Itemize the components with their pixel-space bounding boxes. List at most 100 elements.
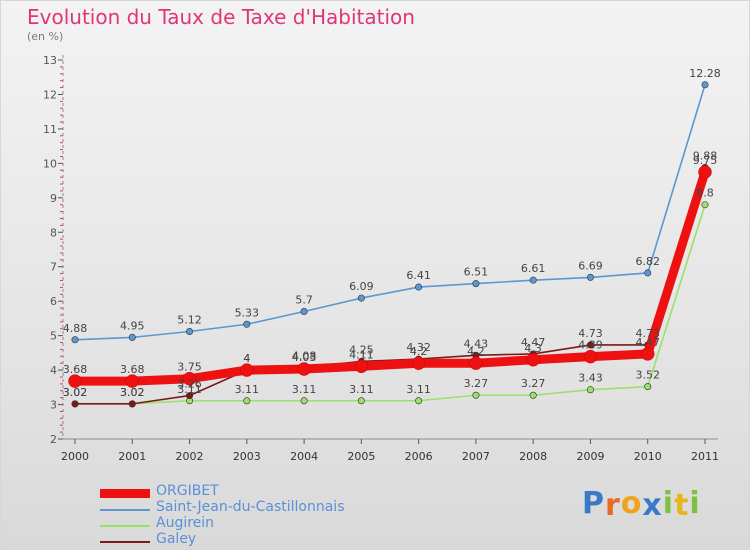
data-label-augirein: 8.8 [696,187,714,200]
series-line-orgibet [70,167,710,386]
data-point-galey [186,392,194,400]
data-point-orgibet [640,347,655,361]
data-label-augirein: 3.11 [349,383,374,396]
data-label-saint-jean-du-castillonnais: 6.09 [349,280,374,293]
data-label-galey: 3.02 [63,386,88,399]
data-label-galey: 4.47 [521,336,546,349]
data-label-saint-jean-du-castillonnais: 4.95 [120,319,145,332]
data-point-saint-jean-du-castillonnais [472,280,480,288]
data-point-orgibet [411,356,426,370]
legend-label: Saint-Jean-du-Castillonnais [156,499,345,515]
data-label-galey: 9.88 [693,149,718,162]
data-point-augirein [586,386,594,394]
x-tick-label: 2010 [634,450,662,463]
data-label-orgibet: 3.68 [63,363,88,376]
series-line-augirein [74,203,706,405]
x-tick-label: 2006 [405,450,433,463]
legend-label: ORGIBET [156,483,219,499]
data-label-orgibet: 4.3 [524,342,542,355]
data-point-orgibet [469,356,483,370]
y-tick-label: 7 [50,261,57,274]
data-label-orgibet: 4.11 [349,348,374,361]
data-label-saint-jean-du-castillonnais: 5.33 [235,306,260,319]
data-label-saint-jean-du-castillonnais: 6.82 [635,255,660,268]
data-label-augirein: 3.11 [406,383,431,396]
data-label-saint-jean-du-castillonnais: 6.41 [406,269,431,282]
data-label-galey: 3.02 [120,386,145,399]
data-point-orgibet [583,349,598,364]
data-label-orgibet: 3.68 [120,363,145,376]
data-point-augirein [472,391,480,399]
data-label-galey: 4.08 [292,349,317,362]
series-line-saint-jean-du-castillonnais [74,84,706,341]
chart-series [68,81,712,408]
y-tick-label: 13 [43,54,57,67]
data-point-saint-jean-du-castillonnais [300,308,308,316]
x-tick-label: 2007 [462,450,490,463]
legend-swatch [100,525,150,527]
proxiti-logo: Proxiti [582,486,701,523]
data-point-orgibet [125,374,140,388]
x-tick-label: 2005 [347,450,375,463]
data-point-galey [71,400,79,408]
data-label-augirein: 3.11 [235,383,260,396]
data-label-saint-jean-du-castillonnais: 12.28 [689,67,721,80]
x-tick-label: 2003 [233,450,261,463]
y-tick-label: 5 [50,330,57,343]
chart-title: Evolution du Taux de Taxe d'Habitation [27,5,415,29]
data-point-augirein [701,201,709,209]
data-point-saint-jean-du-castillonnais [71,336,79,344]
data-label-saint-jean-du-castillonnais: 6.51 [464,266,489,279]
data-label-augirein: 3.43 [578,372,603,385]
data-label-saint-jean-du-castillonnais: 5.7 [295,294,313,307]
x-tick-label: 2009 [576,450,604,463]
x-tick-label: 2002 [176,450,204,463]
data-point-galey [586,341,594,349]
x-tick-label: 2000 [61,450,89,463]
data-label-saint-jean-du-castillonnais: 6.69 [578,259,603,272]
legend-swatch [100,489,150,498]
data-point-augirein [529,391,537,399]
data-point-saint-jean-du-castillonnais [586,273,594,281]
data-label-augirein: 3.11 [292,383,317,396]
data-label-orgibet: 3.75 [177,361,202,374]
data-point-augirein [300,397,308,405]
chart-axes: 2 3 4 5 6 7 8 9 10 11 12 13 2000 2001 2002 2003 2004 2005… [43,54,719,463]
logo-letter: o [620,486,643,521]
data-point-saint-jean-du-castillonnais [243,320,251,328]
data-point-orgibet [240,363,254,377]
data-label-saint-jean-du-castillonnais: 6.61 [521,262,546,275]
data-point-saint-jean-du-castillonnais [415,283,423,291]
data-label-saint-jean-du-castillonnais: 5.12 [177,314,202,327]
x-tick-label: 2001 [118,450,146,463]
data-label-augirein: 3.27 [464,377,489,390]
data-label-orgibet: 4.03 [292,351,317,364]
data-point-galey [128,400,136,408]
logo-letter: t [674,488,690,523]
data-point-orgibet [297,362,311,376]
data-label-augirein: 3.52 [635,369,660,382]
data-label-orgibet: 4.39 [578,339,603,352]
y-tick-label: 3 [50,399,57,412]
data-label-augirein: 3.02 [63,386,88,399]
data-label-galey: 4 [243,352,250,365]
data-label-galey: 4.73 [578,327,603,340]
data-point-saint-jean-du-castillonnais [529,276,537,284]
data-label-orgibet: 4.2 [467,345,485,358]
logo-letter: P [582,486,605,521]
data-label-augirein: 3.11 [177,383,202,396]
y-tick-label: 9 [50,192,57,205]
data-label-orgibet: 4.2 [410,345,428,358]
legend-swatch [100,541,150,543]
legend-label: Augirein [156,515,215,531]
data-label-galey: 4.43 [464,337,489,350]
chart-subtitle: (en %) [27,30,64,43]
data-point-orgibet [182,371,197,386]
data-label-galey: 4.32 [406,341,431,354]
data-point-saint-jean-du-castillonnais [186,328,194,336]
logo-letter: i [662,486,675,521]
chart-data-labels: 4.88 4.95 5.12 5.33 5.7 6.09 6.41 6.51 6.61 6.69 6… [63,67,721,399]
data-point-augirein [644,383,652,391]
data-label-saint-jean-du-castillonnais: 4.88 [63,322,88,335]
